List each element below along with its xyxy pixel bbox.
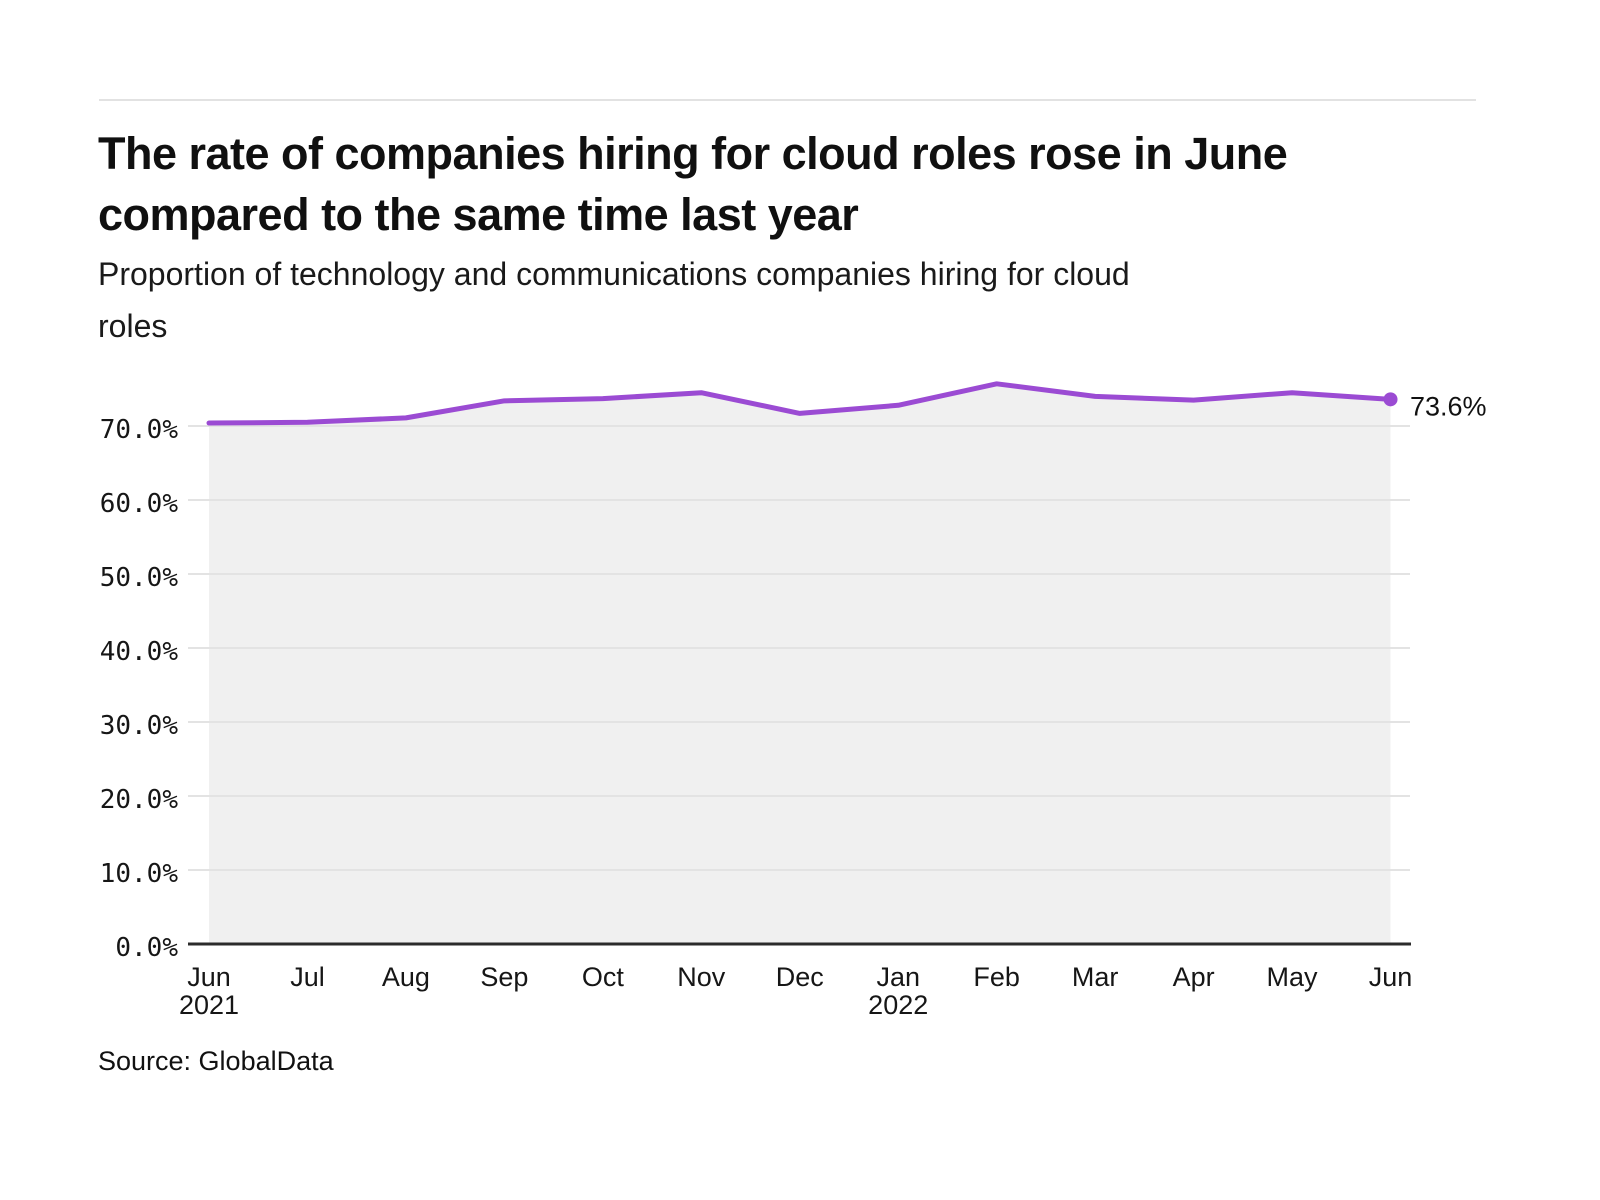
y-tick-label: 10.0% — [100, 859, 179, 889]
x-tick-label: Nov — [677, 962, 726, 992]
title-line-1: The rate of companies hiring for cloud r… — [98, 128, 1288, 179]
subtitle-line-1: Proportion of technology and communicati… — [98, 256, 1130, 292]
x-tick-label: May — [1267, 962, 1319, 992]
x-tick-label: Apr — [1173, 962, 1215, 992]
source-note: Source: GlobalData — [98, 1046, 334, 1076]
end-value-label: 73.6% — [1410, 391, 1487, 421]
trend-line — [206, 381, 1394, 426]
y-tick-label: 30.0% — [100, 711, 179, 741]
y-tick-label: 20.0% — [100, 785, 179, 815]
year-label: 2021 — [179, 990, 239, 1020]
subtitle-line-2: roles — [98, 308, 168, 344]
x-tick-label: Jan — [876, 962, 920, 992]
x-tick-label: Mar — [1072, 962, 1119, 992]
x-tick-label: Sep — [480, 962, 528, 992]
y-tick-label: 60.0% — [100, 489, 179, 519]
y-tick-label: 50.0% — [100, 563, 179, 593]
y-tick-label: 70.0% — [100, 415, 179, 445]
page-title: The rate of companies hiring for cloud r… — [98, 123, 1288, 245]
x-tick-label: Jul — [290, 962, 325, 992]
x-tick-label: Oct — [582, 962, 625, 992]
x-tick-label: Jun — [187, 962, 231, 992]
x-tick-label: Aug — [382, 962, 430, 992]
top-divider — [99, 99, 1476, 101]
x-tick-label: Feb — [973, 962, 1020, 992]
x-tick-label: Jun — [1369, 962, 1413, 992]
end-dot — [1383, 392, 1398, 407]
year-label: 2022 — [868, 990, 928, 1020]
y-tick-label: 40.0% — [100, 637, 179, 667]
y-tick-label: 0.0% — [115, 933, 178, 963]
x-tick-label: Dec — [776, 962, 824, 992]
title-line-2: compared to the same time last year — [98, 189, 859, 240]
chart-subtitle: Proportion of technology and communicati… — [98, 248, 1130, 352]
area-fill — [209, 383, 1391, 944]
